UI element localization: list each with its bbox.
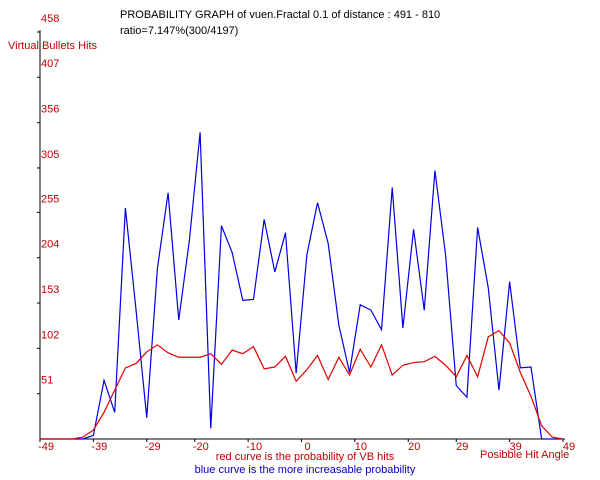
x-tick-label: 39 (510, 441, 522, 453)
y-axis-label: Virtual Bullets Hits (8, 40, 98, 52)
x-tick-label: -39 (91, 441, 107, 453)
y-tick-label: 51 (41, 375, 53, 387)
x-tick-label: 20 (408, 441, 420, 453)
y-tick-label: 153 (41, 284, 59, 296)
y-tick-label: 407 (41, 58, 59, 70)
x-tick-label: -29 (145, 441, 161, 453)
y-tick-label: 356 (41, 104, 59, 116)
data-line (40, 329, 564, 440)
x-tick-label: 29 (456, 441, 468, 453)
note: blue curve is the more increasable proba… (195, 464, 416, 476)
note: red curve is the probability of VB hits (216, 451, 395, 463)
y-tick-label: 204 (41, 239, 59, 251)
x-tick-label: 10 (355, 441, 367, 453)
data-line (40, 132, 563, 440)
chart-title: PROBABILITY GRAPH of vuen.Fractal 0.1 of… (120, 9, 440, 21)
x-tick-label: -20 (193, 441, 209, 453)
chart-subtitle: ratio=7.147%(300/4197) (120, 25, 238, 37)
y-tick-label: 255 (41, 193, 59, 205)
x-tick-label: 49 (563, 441, 575, 453)
x-tick-label: -10 (246, 441, 262, 453)
y-tick-label: 305 (41, 149, 59, 161)
x-tick-label: -49 (38, 441, 54, 453)
x-tick-label: 0 (304, 441, 310, 453)
y-tick-label: 458 (41, 13, 59, 25)
x-axis-label: Posibble Hit Angle (480, 449, 569, 461)
y-tick-label: 102 (41, 329, 59, 341)
